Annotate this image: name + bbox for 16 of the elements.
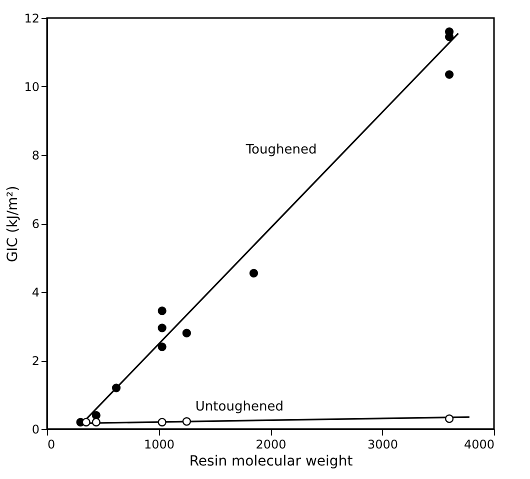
x-tick-label: 3000	[367, 438, 398, 452]
annotation: Untoughened	[195, 400, 284, 415]
x-tick-label: 0	[48, 438, 56, 452]
y-tick-label: 4	[32, 286, 40, 300]
x-tick-label: 2000	[256, 438, 286, 452]
annotation: Toughened	[244, 142, 317, 158]
y-tick-label: 2	[32, 354, 40, 368]
x-tick-label: 4000	[464, 438, 494, 452]
x-axis-title: Resin molecular weight	[189, 454, 354, 470]
x-tick-label: 1000	[144, 438, 175, 452]
y-tick-label: 12	[24, 12, 40, 26]
y-tick-label: 10	[24, 80, 40, 94]
y-axis-title: GIC (kJ/m²)	[5, 186, 22, 262]
y-tick-label: 0	[32, 422, 40, 436]
y-tick-label: 6	[32, 217, 40, 231]
y-tick-label: 8	[32, 148, 40, 162]
